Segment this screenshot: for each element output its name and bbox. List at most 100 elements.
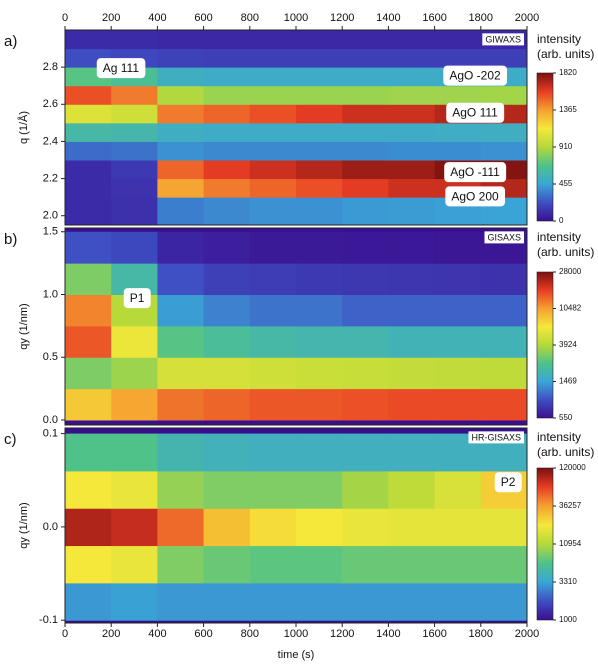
cell bbox=[388, 178, 436, 198]
cell bbox=[249, 433, 297, 472]
cell bbox=[388, 325, 436, 358]
panel-tag: HR-GISAXS bbox=[471, 432, 521, 442]
cell bbox=[249, 104, 297, 124]
panel-tag: GIWAXS bbox=[485, 34, 521, 44]
cell bbox=[342, 388, 389, 421]
cell bbox=[203, 178, 251, 198]
cell bbox=[249, 357, 297, 390]
cell bbox=[296, 197, 343, 225]
cell bbox=[296, 67, 343, 87]
annotation-box bbox=[444, 162, 507, 183]
x-tick-label: 200 bbox=[102, 628, 120, 640]
annotation-box bbox=[446, 102, 505, 123]
cell bbox=[342, 30, 389, 50]
heatmap bbox=[65, 231, 527, 421]
cell bbox=[434, 294, 482, 327]
cell bbox=[157, 582, 205, 621]
cell bbox=[157, 85, 205, 105]
cell bbox=[434, 545, 482, 584]
cell bbox=[434, 508, 482, 547]
cell bbox=[249, 388, 297, 421]
cell bbox=[65, 197, 112, 225]
cell bbox=[434, 122, 482, 142]
cell bbox=[203, 122, 251, 142]
cell bbox=[249, 263, 297, 296]
plot-frame bbox=[64, 227, 528, 426]
annotation: AgO -111 bbox=[450, 165, 500, 179]
cell bbox=[157, 470, 205, 509]
cell bbox=[111, 388, 158, 421]
cell bbox=[342, 325, 389, 358]
cell bbox=[157, 388, 205, 421]
cell bbox=[157, 263, 205, 296]
cell bbox=[342, 508, 389, 547]
cell bbox=[296, 508, 343, 547]
cell bbox=[480, 388, 527, 421]
y-tick-label: 0.0 bbox=[43, 521, 58, 533]
panel-label: b) bbox=[4, 231, 17, 248]
cell bbox=[480, 122, 527, 142]
cell bbox=[480, 325, 527, 358]
y-tick-label: 2.8 bbox=[43, 61, 58, 73]
colorbar-title: (arb. units) bbox=[537, 445, 594, 459]
cell bbox=[342, 197, 389, 225]
x-tick-label: 1200 bbox=[330, 12, 354, 24]
cell bbox=[434, 470, 482, 509]
colorbar-tick-label: 1000 bbox=[559, 615, 577, 624]
cell bbox=[157, 122, 205, 142]
cell bbox=[65, 325, 112, 358]
cell bbox=[296, 357, 343, 390]
cell bbox=[342, 160, 389, 180]
colorbar bbox=[536, 72, 554, 222]
annotation: AgO -202 bbox=[449, 69, 501, 83]
cell bbox=[249, 48, 297, 68]
cell bbox=[249, 197, 297, 225]
cell bbox=[342, 85, 389, 105]
cell bbox=[111, 30, 158, 50]
cell bbox=[203, 582, 251, 621]
cell bbox=[480, 508, 527, 547]
cell bbox=[65, 104, 112, 124]
cell bbox=[65, 263, 112, 296]
x-tick-label: 1800 bbox=[469, 628, 493, 640]
colorbar-tick-label: 910 bbox=[559, 142, 573, 151]
cell bbox=[388, 388, 436, 421]
cell bbox=[111, 357, 158, 390]
cell bbox=[157, 508, 205, 547]
cell bbox=[203, 433, 251, 472]
x-tick-label: 400 bbox=[148, 12, 166, 24]
annotation: P2 bbox=[501, 475, 516, 489]
cell bbox=[157, 325, 205, 358]
cell bbox=[388, 294, 436, 327]
cell bbox=[388, 67, 436, 87]
cell bbox=[296, 85, 343, 105]
cell bbox=[388, 197, 436, 225]
cell bbox=[157, 48, 205, 68]
cell bbox=[480, 294, 527, 327]
cell bbox=[249, 30, 297, 50]
cell bbox=[111, 433, 158, 472]
cell bbox=[157, 357, 205, 390]
x-axis-label: time (s) bbox=[278, 649, 315, 661]
y-axis-label: qy (1/nm) bbox=[18, 303, 30, 349]
cell bbox=[157, 67, 205, 87]
cell bbox=[65, 582, 112, 621]
cell bbox=[157, 545, 205, 584]
cell bbox=[111, 582, 158, 621]
colorbar-tick-label: 455 bbox=[559, 179, 573, 188]
x-tick-label: 1400 bbox=[376, 12, 400, 24]
x-tick-label: 600 bbox=[194, 12, 212, 24]
cell bbox=[157, 160, 205, 180]
colorbar bbox=[536, 271, 554, 419]
cell bbox=[388, 508, 436, 547]
cell bbox=[342, 122, 389, 142]
annotation: AgO 200 bbox=[451, 189, 499, 203]
cell bbox=[296, 178, 343, 198]
cell bbox=[434, 85, 482, 105]
cell bbox=[296, 263, 343, 296]
cell bbox=[388, 231, 436, 264]
annotation-box bbox=[443, 65, 508, 86]
cell bbox=[480, 141, 527, 161]
x-tick-label: 400 bbox=[148, 628, 166, 640]
colorbar-tick-label: 3310 bbox=[559, 577, 577, 586]
